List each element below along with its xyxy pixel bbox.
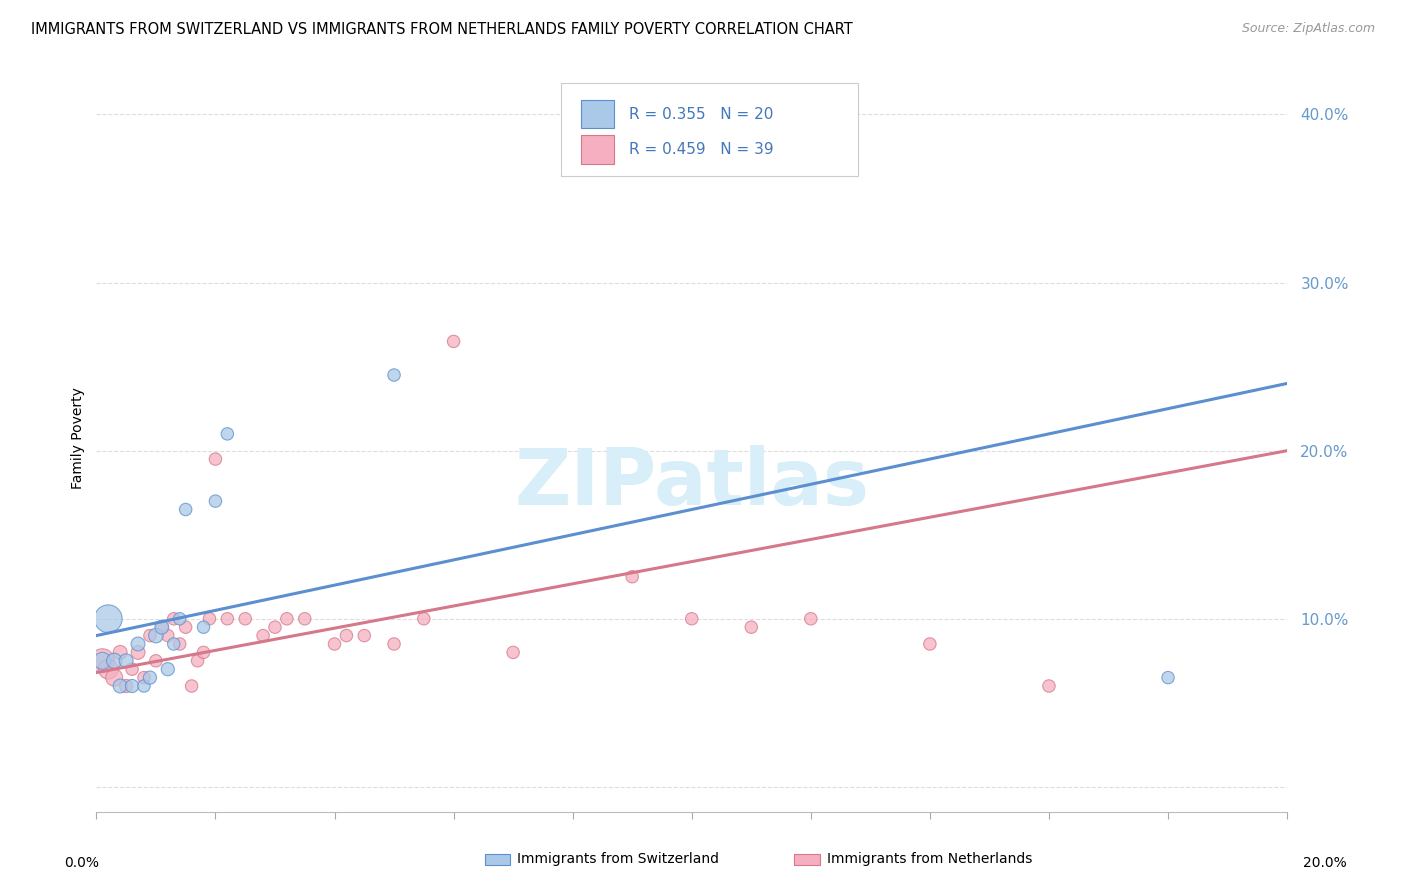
Point (115, 679, 138, 693)
Point (204, 452, 226, 467)
Point (145, 654, 167, 668)
Point (115, 654, 138, 668)
Point (180, 679, 202, 693)
Text: IMMIGRANTS FROM SWITZERLAND VS IMMIGRANTS FROM NETHERLANDS FAMILY POVERTY CORREL: IMMIGRANTS FROM SWITZERLAND VS IMMIGRANT… (31, 22, 852, 37)
Point (382, 368, 405, 382)
Point (204, 494, 226, 508)
Point (108, 679, 131, 693)
Point (740, 620, 762, 634)
Point (132, 679, 155, 693)
Point (335, 629, 357, 643)
Text: Immigrants from Netherlands: Immigrants from Netherlands (827, 852, 1032, 866)
Point (443, 334, 465, 349)
Point (108, 645, 131, 659)
Point (1157, 671, 1180, 685)
Point (169, 612, 191, 626)
Text: ZIPatlas: ZIPatlas (515, 445, 869, 521)
Point (233, 612, 256, 626)
Point (103, 654, 125, 668)
Point (132, 671, 155, 685)
Point (217, 426, 239, 441)
Text: 0.0%: 0.0% (65, 856, 98, 871)
Point (323, 637, 346, 651)
Text: 20.0%: 20.0% (1302, 856, 1347, 871)
FancyBboxPatch shape (561, 83, 859, 177)
Point (97, 612, 120, 626)
Point (121, 679, 143, 693)
Point (169, 637, 191, 651)
Point (193, 645, 215, 659)
Text: R = 0.459   N = 39: R = 0.459 N = 39 (628, 142, 773, 157)
Point (145, 629, 167, 643)
Point (150, 620, 173, 634)
Point (193, 620, 215, 634)
Point (353, 629, 375, 643)
Point (198, 612, 221, 626)
Point (217, 612, 239, 626)
Point (276, 612, 298, 626)
Point (127, 645, 149, 659)
Point (156, 629, 179, 643)
Point (97, 662, 120, 676)
Point (150, 620, 173, 634)
Point (139, 629, 162, 643)
Bar (581, 100, 614, 128)
Y-axis label: Family Poverty: Family Poverty (72, 387, 86, 489)
Point (681, 612, 703, 626)
Point (91, 654, 114, 668)
Point (163, 612, 186, 626)
Point (139, 671, 162, 685)
Text: Immigrants from Switzerland: Immigrants from Switzerland (517, 852, 720, 866)
Point (103, 671, 125, 685)
Point (156, 662, 179, 676)
Point (91, 654, 114, 668)
Point (174, 620, 197, 634)
Point (800, 612, 823, 626)
Text: Source: ZipAtlas.com: Source: ZipAtlas.com (1241, 22, 1375, 36)
Point (382, 637, 405, 651)
Point (294, 612, 316, 626)
Bar (581, 135, 614, 163)
Point (163, 637, 186, 651)
Point (918, 637, 941, 651)
Point (252, 629, 274, 643)
Point (127, 637, 149, 651)
Point (1038, 679, 1060, 693)
Point (412, 612, 434, 626)
Text: R = 0.355   N = 20: R = 0.355 N = 20 (628, 107, 773, 121)
Point (121, 662, 143, 676)
Point (174, 502, 197, 516)
Point (187, 654, 209, 668)
Point (264, 620, 287, 634)
Point (502, 645, 524, 659)
Point (621, 570, 644, 584)
